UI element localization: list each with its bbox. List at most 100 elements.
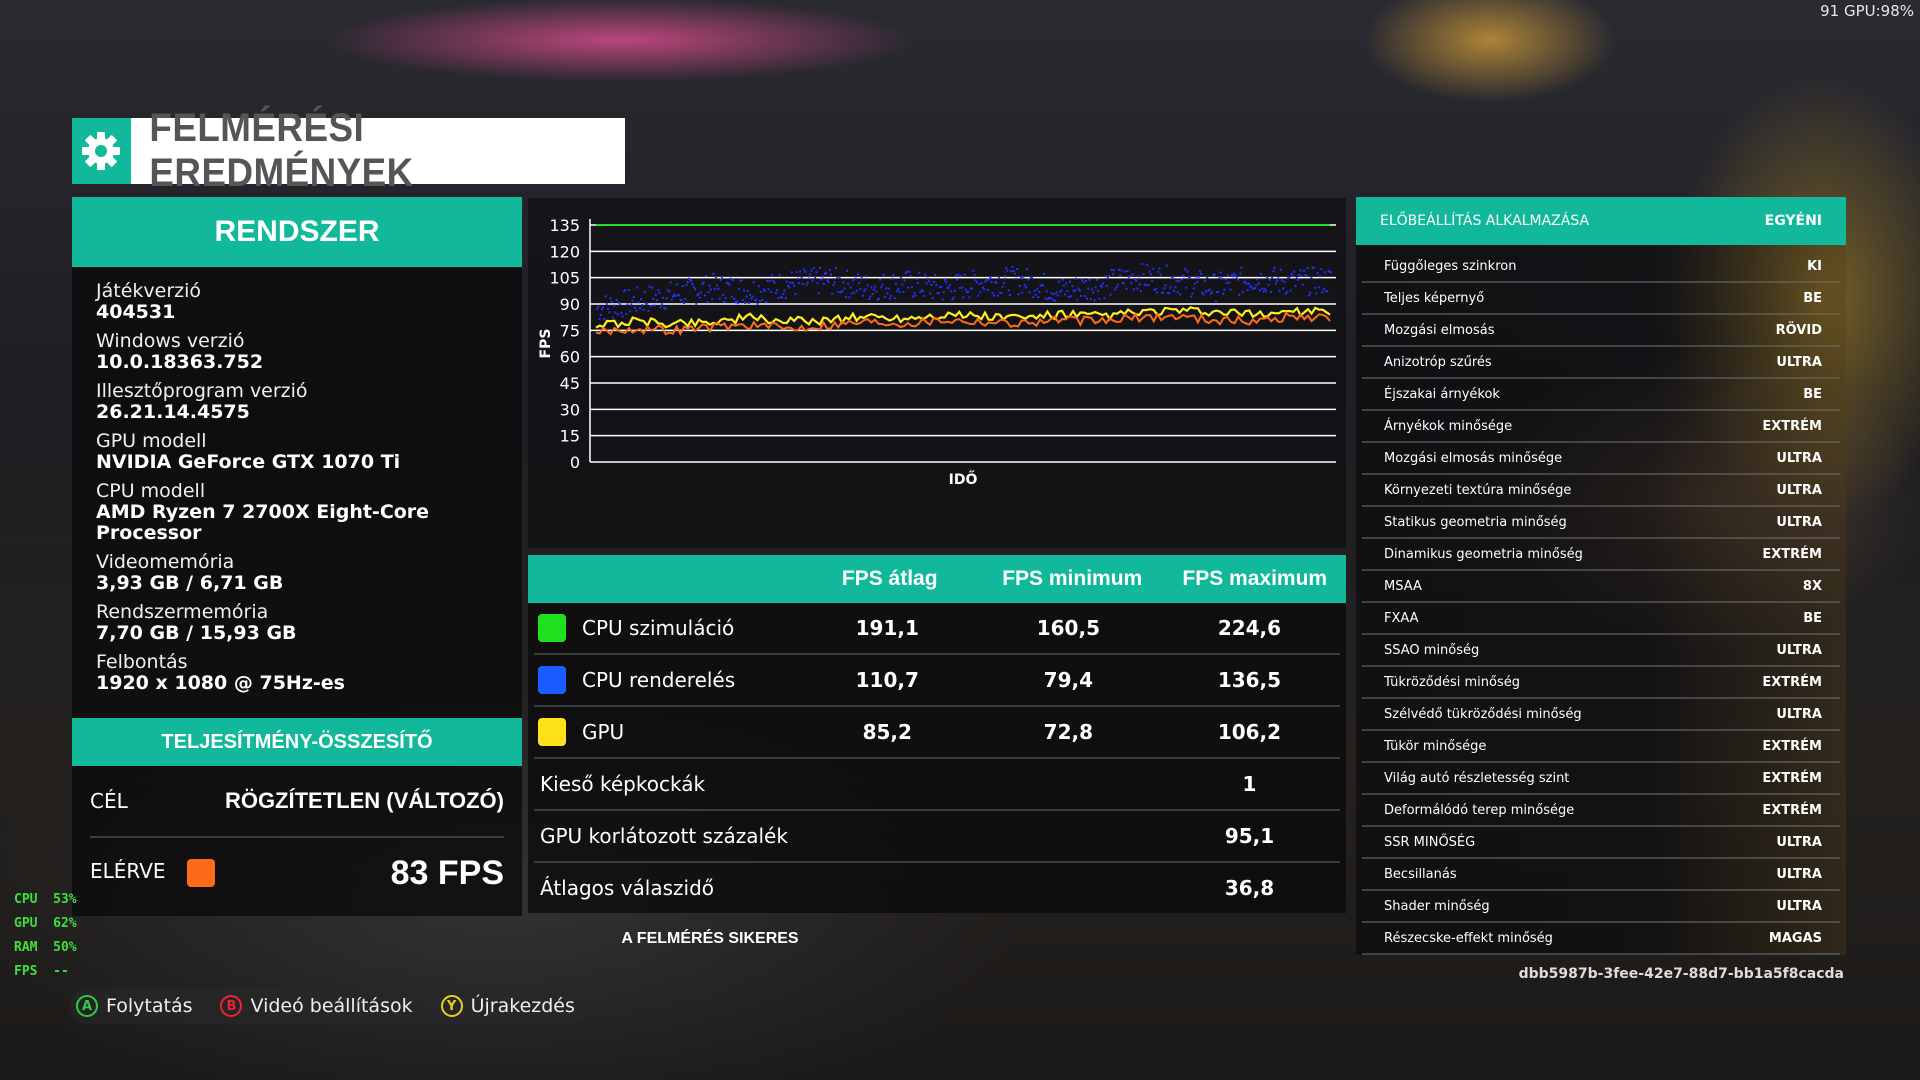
cpu-render-point <box>607 308 610 311</box>
cpu-render-point <box>763 289 766 292</box>
cpu-render-point <box>1033 289 1036 292</box>
cpu-render-point <box>1031 276 1034 279</box>
cpu-render-point <box>842 281 845 284</box>
cpu-render-point <box>958 286 961 289</box>
cpu-render-point <box>596 307 598 310</box>
table-row: CPU szimuláció 191,1 160,5 224,6 <box>534 603 1340 655</box>
cpu-render-point <box>1280 279 1283 282</box>
setting-name: Tükröződési minőség <box>1384 674 1520 690</box>
cpu-render-point <box>850 292 853 295</box>
cpu-render-point <box>1018 284 1021 287</box>
cpu-render-point <box>1055 291 1058 294</box>
cpu-render-point <box>1021 291 1024 294</box>
sys-item-game-version: Játékverzió 404531 <box>96 281 498 323</box>
setting-name: Becsillanás <box>1384 866 1457 882</box>
cpu-render-point <box>1104 275 1107 278</box>
cpu-render-point <box>1032 296 1035 299</box>
setting-value: ULTRA <box>1776 834 1822 850</box>
cpu-render-point <box>1284 292 1287 295</box>
setting-name: SSR MINŐSÉG <box>1384 834 1476 850</box>
cpu-render-point <box>621 315 624 318</box>
cpu-render-point <box>1049 297 1052 300</box>
continue-label: Folytatás <box>106 995 193 1017</box>
cpu-render-point <box>719 278 722 281</box>
cpu-render-point <box>1276 279 1279 282</box>
cpu-render-point <box>762 288 765 291</box>
cpu-render-point <box>787 284 790 287</box>
cpu-render-point <box>1057 280 1060 283</box>
cpu-render-point <box>939 285 942 288</box>
cpu-render-point <box>1143 283 1146 286</box>
cpu-render-point <box>834 266 837 269</box>
cpu-render-point <box>942 291 945 294</box>
cpu-render-point <box>1072 290 1075 293</box>
setting-value: BE <box>1803 386 1822 402</box>
sys-value: 10.0.18363.752 <box>96 351 264 373</box>
sys-label: CPU modell <box>96 480 206 502</box>
restart-button[interactable]: Y Újrakezdés <box>440 995 575 1017</box>
cpu-render-point <box>807 275 810 278</box>
cpu-render-point <box>673 293 676 296</box>
cpu-render-point <box>1309 291 1312 294</box>
cpu-render-point <box>823 272 826 275</box>
system-panel: RENDSZER Játékverzió 404531 Windows verz… <box>72 197 522 767</box>
continue-button[interactable]: A Folytatás <box>76 995 192 1017</box>
cpu-render-point <box>1122 282 1125 285</box>
cpu-render-point <box>1144 283 1147 286</box>
cpu-render-point <box>1005 267 1008 270</box>
cpu-render-point <box>1224 278 1227 281</box>
video-settings-button[interactable]: B Videó beállítások <box>220 995 413 1017</box>
y-tick-label: 60 <box>560 348 580 367</box>
cpu-render-point <box>796 277 799 280</box>
cpu-render-point <box>798 282 801 285</box>
cpu-render-point <box>928 280 931 283</box>
cpu-render-point <box>663 306 666 309</box>
cpu-render-point <box>838 276 841 279</box>
cpu-render-point <box>641 304 644 307</box>
cpu-render-point <box>766 279 769 282</box>
cpu-render-point <box>1064 293 1067 296</box>
row-name: CPU szimuláció <box>582 616 735 640</box>
performance-summary-panel: TELJESÍTMÉNY-ÖSSZESÍTŐ CÉL RÖGZÍTETLEN (… <box>72 718 522 916</box>
cpu-render-point <box>627 288 630 291</box>
restart-label: Újrakezdés <box>470 995 575 1017</box>
cpu-render-point <box>795 271 798 274</box>
cpu-render-point <box>1103 297 1106 300</box>
cpu-render-point <box>825 271 828 274</box>
table-row: GPU 85,2 72,8 106,2 <box>534 707 1340 759</box>
system-header: RENDSZER <box>72 197 522 267</box>
cpu-render-point <box>1180 278 1183 281</box>
cpu-render-point <box>929 292 932 295</box>
table-row: CPU renderelés 110,7 79,4 136,5 <box>534 655 1340 707</box>
cpu-render-point <box>874 285 877 288</box>
cpu-render-point <box>1012 270 1015 273</box>
cpu-render-point <box>924 273 927 276</box>
setting-row: Függőleges szinkron KI <box>1362 251 1840 283</box>
cpu-render-point <box>1173 289 1176 292</box>
cpu-render-point <box>923 294 926 297</box>
cpu-render-point <box>1095 278 1098 281</box>
system-info-list: Játékverzió 404531 Windows verzió 10.0.1… <box>72 267 522 767</box>
setting-value: BE <box>1803 290 1822 306</box>
setting-name: Függőleges szinkron <box>1384 258 1517 274</box>
cpu-render-point <box>1186 270 1189 273</box>
cpu-render-point <box>1149 273 1152 276</box>
cpu-render-point <box>1084 280 1087 283</box>
cpu-render-point <box>861 294 864 297</box>
cpu-render-point <box>1203 279 1206 282</box>
cpu-render-point <box>1111 273 1114 276</box>
cpu-render-point <box>967 291 970 294</box>
cpu-render-point <box>1245 282 1248 285</box>
cpu-render-point <box>1236 278 1239 281</box>
bottom-action-bar: A Folytatás B Videó beállítások Y Újrake… <box>70 988 589 1024</box>
setting-row: Becsillanás ULTRA <box>1362 859 1840 891</box>
cpu-render-point <box>1274 282 1277 285</box>
cpu-render-point <box>773 281 776 284</box>
cpu-render-point <box>722 293 725 296</box>
cpu-render-point <box>730 295 733 298</box>
stat-value: 62% <box>53 916 77 931</box>
cpu-render-point <box>727 282 730 285</box>
cpu-render-point <box>892 274 895 277</box>
cpu-render-point <box>1310 276 1313 279</box>
cpu-render-point <box>1160 291 1163 294</box>
